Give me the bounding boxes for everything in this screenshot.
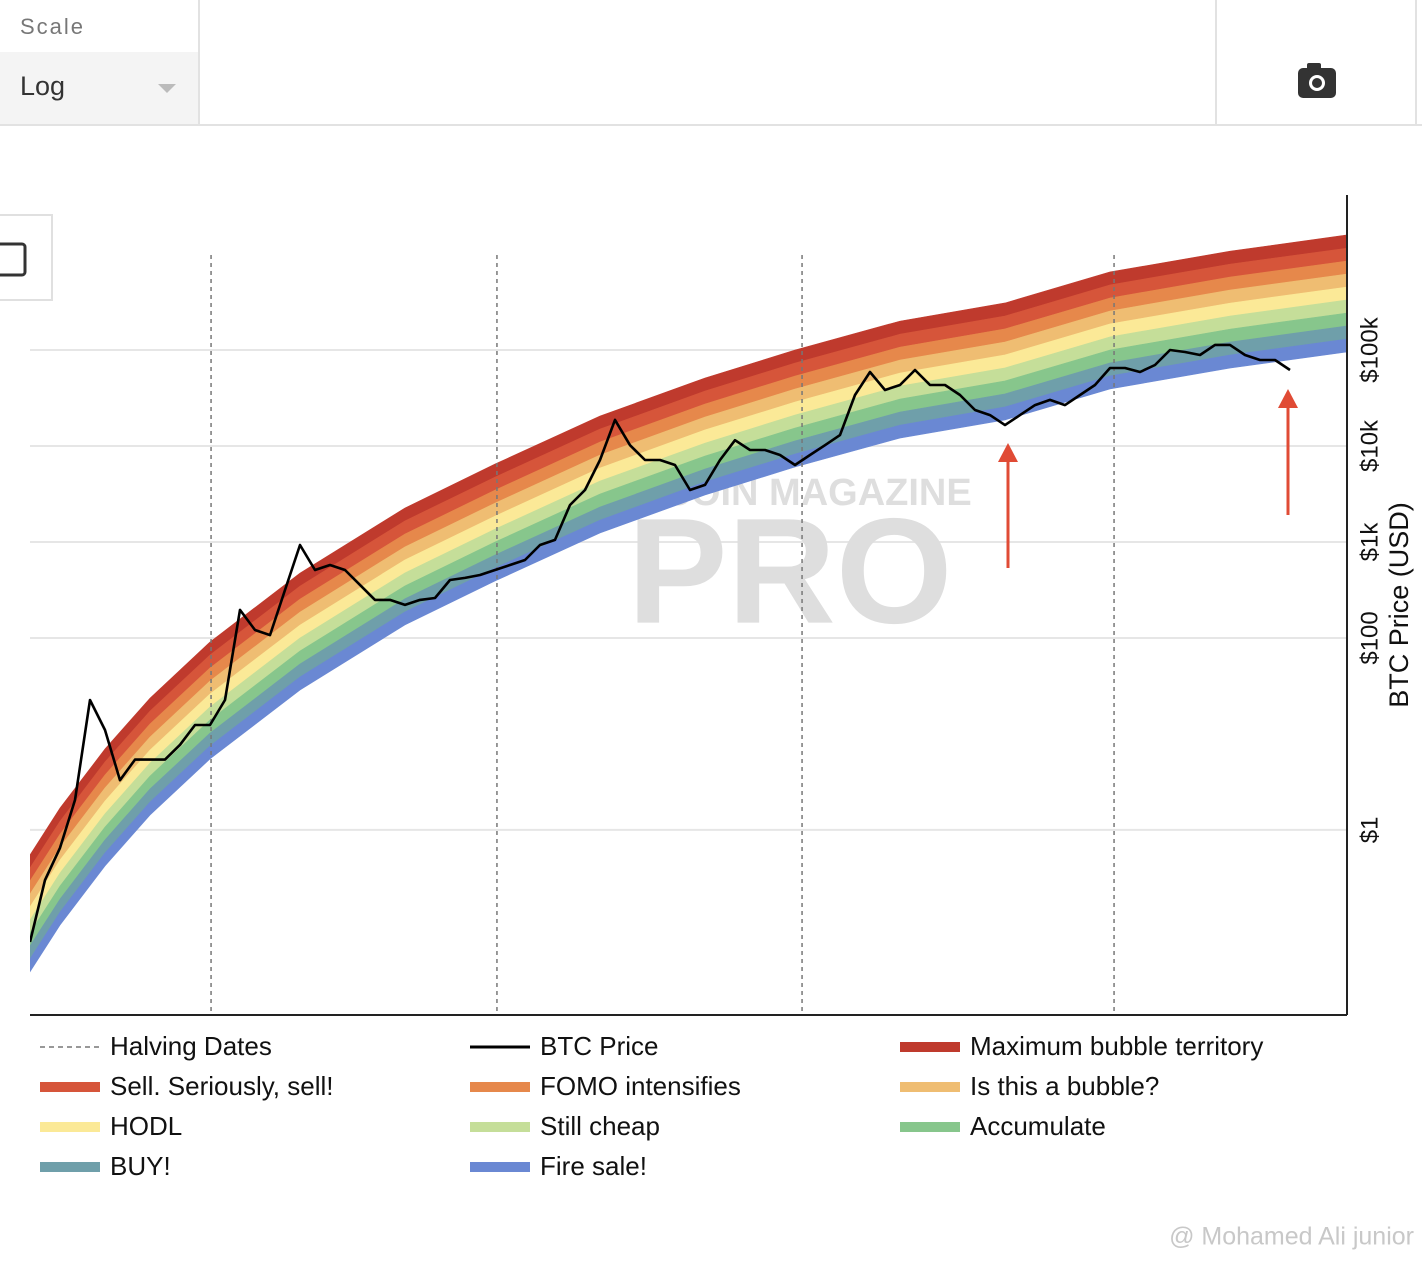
halvings — [210, 255, 1115, 1015]
legend-swatch — [470, 1162, 530, 1172]
scale-label: Scale — [20, 14, 85, 39]
scale-value: Log — [20, 71, 65, 101]
legend-label: Sell. Seriously, sell! — [110, 1071, 334, 1101]
legend-swatch — [900, 1082, 960, 1092]
legend-label: Maximum bubble territory — [970, 1031, 1263, 1061]
legend-swatch — [900, 1122, 960, 1132]
band — [30, 338, 1347, 973]
arrow-head — [1278, 389, 1298, 408]
y-tick-label: $1 — [1356, 817, 1383, 844]
y-tick-label: $100k — [1356, 316, 1383, 382]
dropdown-caret — [158, 84, 176, 93]
legend-label: Fire sale! — [540, 1151, 647, 1181]
legend-swatch — [470, 1122, 530, 1132]
price-line — [30, 343, 1291, 943]
legend-label: HODL — [110, 1111, 182, 1141]
watermark: BITCOIN MAGAZINE PRO — [602, 472, 971, 655]
legend-label: Halving Dates — [110, 1031, 272, 1061]
legend-label: BTC Price — [540, 1031, 658, 1061]
toolbar: Scale Log — [0, 0, 1422, 301]
side-button[interactable] — [0, 214, 53, 301]
legend-swatch — [40, 1082, 100, 1092]
arrow-head — [998, 443, 1018, 462]
annotations — [998, 389, 1298, 568]
legend-swatch — [40, 1122, 100, 1132]
legend-label: Accumulate — [970, 1111, 1106, 1141]
legend-swatch — [40, 1162, 100, 1172]
watermark-main: PRO — [627, 487, 952, 655]
legend-label: BUY! — [110, 1151, 171, 1181]
y-tick-label: $100 — [1356, 611, 1383, 664]
legend-label: Still cheap — [540, 1111, 660, 1141]
legend-label: Is this a bubble? — [970, 1071, 1159, 1101]
y-tick-label: $1k — [1356, 522, 1383, 562]
footer-credit: @ Mohamed Ali junior — [1169, 1223, 1414, 1251]
legend-swatch — [470, 1082, 530, 1092]
y-tick-label: $10k — [1356, 419, 1383, 472]
camera-button[interactable] — [1298, 63, 1336, 98]
legend-swatch — [900, 1042, 960, 1052]
price — [30, 343, 1291, 943]
legend-label: FOMO intensifies — [540, 1071, 741, 1101]
y-axis-title: BTC Price (USD) — [1384, 502, 1414, 708]
axes: BTC Price (USD) $1 $100 $1k $10k $100k — [30, 195, 1414, 1016]
legend: Halving Dates BTC Price Maximum bubble ter… — [40, 1031, 1263, 1181]
bands — [30, 234, 1347, 973]
